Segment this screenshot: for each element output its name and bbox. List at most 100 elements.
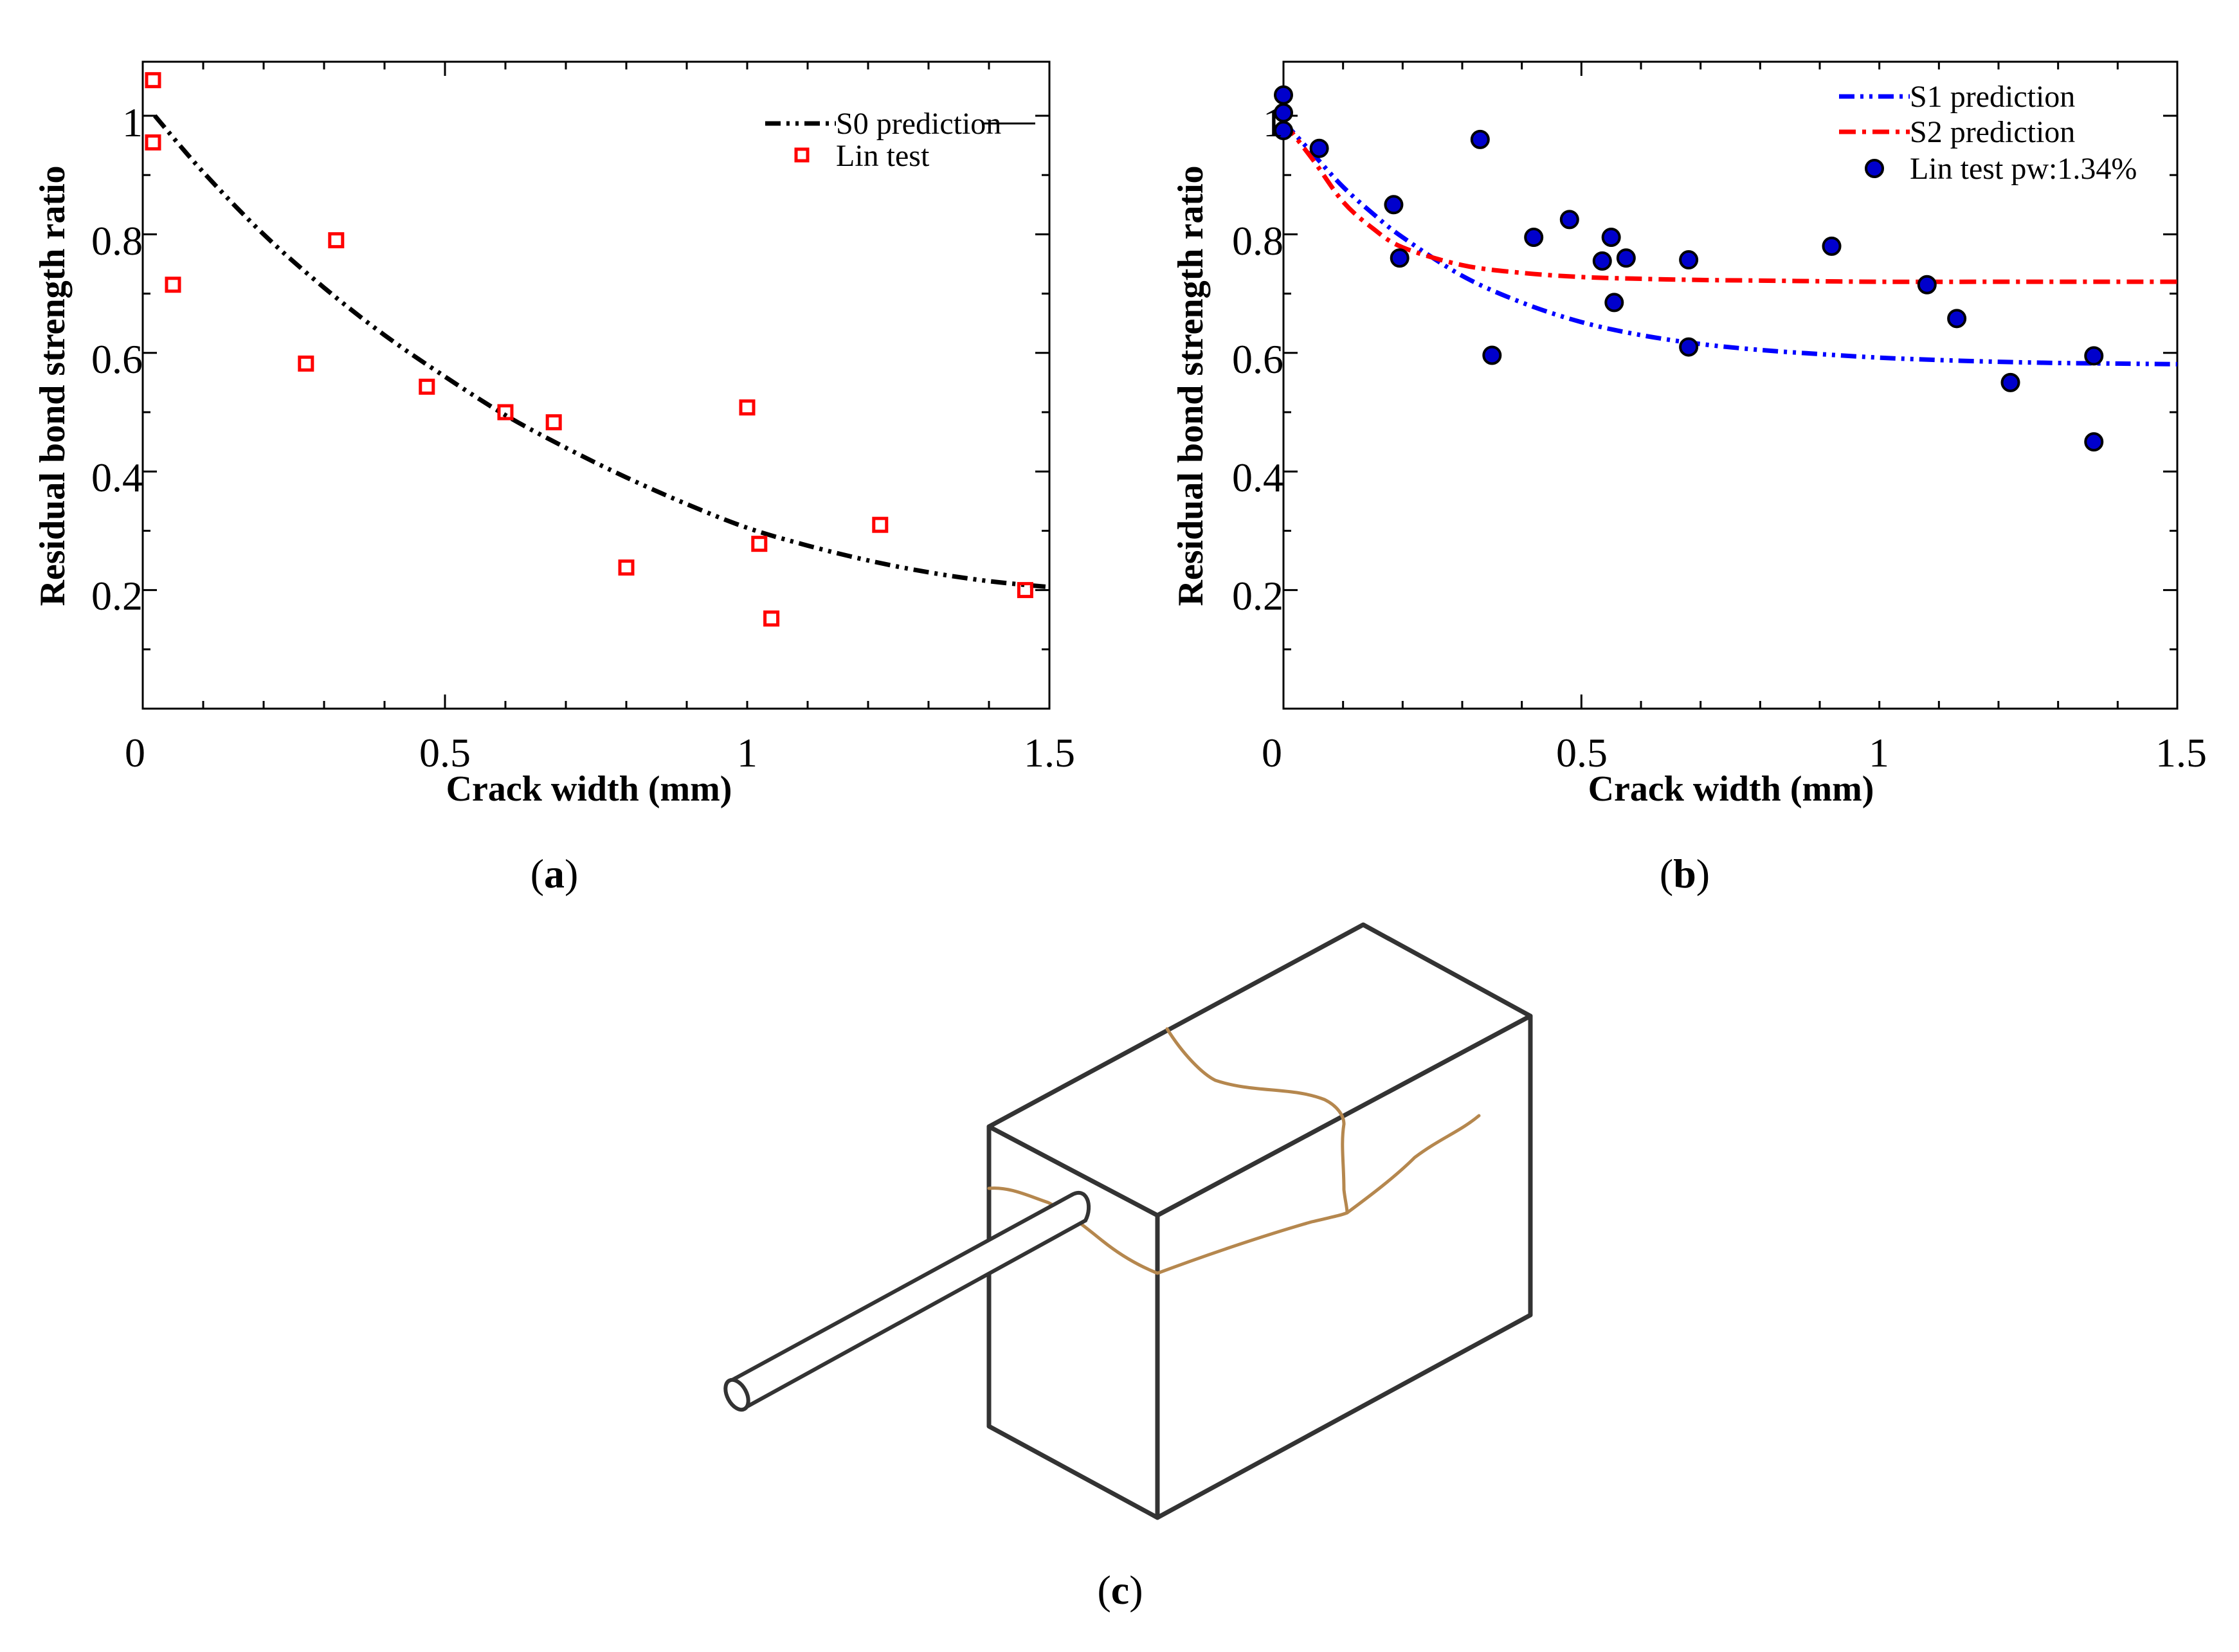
panel-label-a-letter: a xyxy=(544,851,565,896)
specimen-diagram xyxy=(723,922,1533,1520)
chart-b-lin-test-point xyxy=(1309,138,1329,158)
chart-a-legend-lin-swatch xyxy=(794,147,810,163)
rebar-body xyxy=(730,1195,1085,1408)
chart-b-y-tick-0-4: 0.4 xyxy=(1232,455,1283,500)
chart-b-y-axis-title: Residual bond strength ratio xyxy=(1171,165,1211,606)
chart-b-y-tick-labels: 0.2 0.4 0.6 0.8 1 xyxy=(1232,100,1283,619)
chart-b-legend-s1-label: S1 prediction xyxy=(1910,80,2075,114)
chart-a-lin-test-point xyxy=(618,559,635,576)
chart-b-ticks xyxy=(1282,62,2179,709)
rebar-entry-cap xyxy=(1070,1190,1091,1222)
panel-label-b-close: ) xyxy=(1696,851,1710,896)
panel-label-c-open: ( xyxy=(1097,1567,1110,1613)
chart-a-series-s0-line xyxy=(153,114,1050,590)
chart-b-legend: S1 prediction S2 prediction Lin test pw:… xyxy=(1839,80,2137,186)
chart-b-y-tick-1: 1 xyxy=(1263,100,1283,145)
crack-side-lower xyxy=(1156,1211,1349,1275)
rebar-edge-bottom xyxy=(742,1219,1087,1410)
chart-a-lin-test-point xyxy=(872,516,889,533)
chart-a-lin-test-point xyxy=(145,72,161,89)
chart-a-legend-s0-label: S0 prediction xyxy=(836,107,1001,141)
chart-b-legend-lin-swatch xyxy=(1865,159,1884,178)
chart-a-x-axis-title: Crack width (mm) xyxy=(446,769,732,809)
chart-b-x-tick-labels: 0 0.5 1 1.5 xyxy=(1262,730,2207,776)
chart-b-lin-test-point xyxy=(1390,248,1410,268)
chart-a-y-axis-title: Residual bond strength ratio xyxy=(33,165,73,606)
chart-a-markers xyxy=(145,72,1033,627)
chart-a-lin-test-point xyxy=(497,404,514,421)
chart-b-x-tick-1-5: 1.5 xyxy=(2155,730,2207,776)
chart-a-x-tick-1: 1 xyxy=(737,730,757,776)
chart-a-frame xyxy=(141,60,1051,710)
panel-label-b-open: ( xyxy=(1660,851,1673,896)
chart-b: 0 0.5 1 1.5 0.2 0.4 0.6 0.8 1 Crack widt… xyxy=(1171,60,2207,809)
chart-a-y-tick-0-2: 0.2 xyxy=(91,573,143,619)
crack-top xyxy=(1165,1027,1346,1126)
chart-a-lin-test-point xyxy=(545,414,562,431)
chart-b-lin-test-point xyxy=(2084,346,2104,366)
chart-a-x-tick-0-5: 0.5 xyxy=(419,730,471,776)
chart-a-lin-test-point xyxy=(739,399,756,416)
chart-b-legend-s2-label: S2 prediction xyxy=(1910,115,2075,149)
chart-b-lin-test-point xyxy=(1601,228,1621,248)
panel-label-a-open: ( xyxy=(530,851,544,896)
chart-a-y-tick-1: 1 xyxy=(122,100,143,145)
chart-b-lin-test-point xyxy=(1604,293,1624,313)
chart-a-x-tick-1-5: 1.5 xyxy=(1024,730,1075,776)
rebar-end-cap xyxy=(723,1377,750,1412)
chart-b-lin-test-point xyxy=(1592,251,1612,271)
chart-a-x-tick-0: 0 xyxy=(125,730,145,776)
chart-a-lin-test-point xyxy=(763,610,780,627)
chart-b-markers xyxy=(1274,85,2104,452)
chart-a-lin-test-point xyxy=(298,355,314,372)
chart-b-x-tick-0-5: 0.5 xyxy=(1556,730,1608,776)
chart-a-x-tick-labels: 0 0.5 1 1.5 xyxy=(125,730,1075,776)
chart-b-lin-test-point xyxy=(1470,129,1490,149)
chart-b-x-tick-1: 1 xyxy=(1869,730,1889,776)
chart-b-y-tick-0-8: 0.8 xyxy=(1232,218,1283,264)
chart-a-lin-test-point xyxy=(419,378,435,395)
rebar xyxy=(723,1190,1091,1412)
chart-a-legend-lin-label: Lin test xyxy=(836,139,930,173)
chart-b-frame xyxy=(1282,60,2179,710)
chart-b-lin-test-point xyxy=(1947,309,1967,329)
crack-side-upper xyxy=(1345,1114,1481,1215)
chart-b-lin-test-point xyxy=(1559,210,1579,230)
panel-label-c-close: ) xyxy=(1129,1567,1143,1613)
chart-a: 0 0.5 1 1.5 0.2 0.4 0.6 0.8 1 Crack widt… xyxy=(33,60,1075,809)
panel-label-a-close: ) xyxy=(565,851,578,896)
panel-label-c: (c) xyxy=(1097,1567,1143,1613)
chart-a-y-tick-0-4: 0.4 xyxy=(91,455,143,500)
chart-b-lin-test-point xyxy=(1679,337,1699,357)
panel-label-c-letter: c xyxy=(1111,1567,1129,1613)
chart-a-y-tick-0-8: 0.8 xyxy=(91,218,143,264)
chart-b-lin-test-point xyxy=(1917,275,1937,295)
panel-label-b: (b) xyxy=(1660,851,1710,896)
chart-b-x-tick-0: 0 xyxy=(1262,730,1282,776)
chart-a-y-tick-0-6: 0.6 xyxy=(91,336,143,382)
chart-b-lin-test-point xyxy=(1679,250,1699,270)
chart-a-curves xyxy=(153,114,1050,590)
chart-a-lin-test-point xyxy=(1017,582,1033,599)
chart-b-lin-test-point xyxy=(2000,372,2020,392)
crack-vertical xyxy=(1341,1122,1349,1215)
panel-label-b-letter: b xyxy=(1673,851,1696,896)
chart-b-lin-test-point xyxy=(1616,248,1636,268)
panel-label-a: (a) xyxy=(530,851,579,896)
chart-b-x-axis-title: Crack width (mm) xyxy=(1588,769,1874,809)
chart-a-lin-test-point xyxy=(328,232,345,249)
chart-b-series-s1-line xyxy=(1282,120,2178,367)
chart-b-lin-test-point xyxy=(1524,228,1544,248)
chart-b-y-tick-0-6: 0.6 xyxy=(1232,336,1283,382)
chart-a-lin-test-point xyxy=(165,277,181,293)
rebar-edge-top xyxy=(728,1193,1074,1383)
chart-a-lin-test-point xyxy=(145,134,161,150)
chart-b-lin-test-point xyxy=(1274,121,1293,141)
chart-b-lin-test-point xyxy=(1822,236,1842,256)
chart-a-y-tick-labels: 0.2 0.4 0.6 0.8 1 xyxy=(91,100,143,619)
chart-b-y-tick-0-2: 0.2 xyxy=(1232,573,1283,619)
chart-b-legend-lin-label: Lin test pw:1.34% xyxy=(1910,152,2137,186)
chart-a-legend: S0 prediction Lin test xyxy=(765,107,1035,173)
